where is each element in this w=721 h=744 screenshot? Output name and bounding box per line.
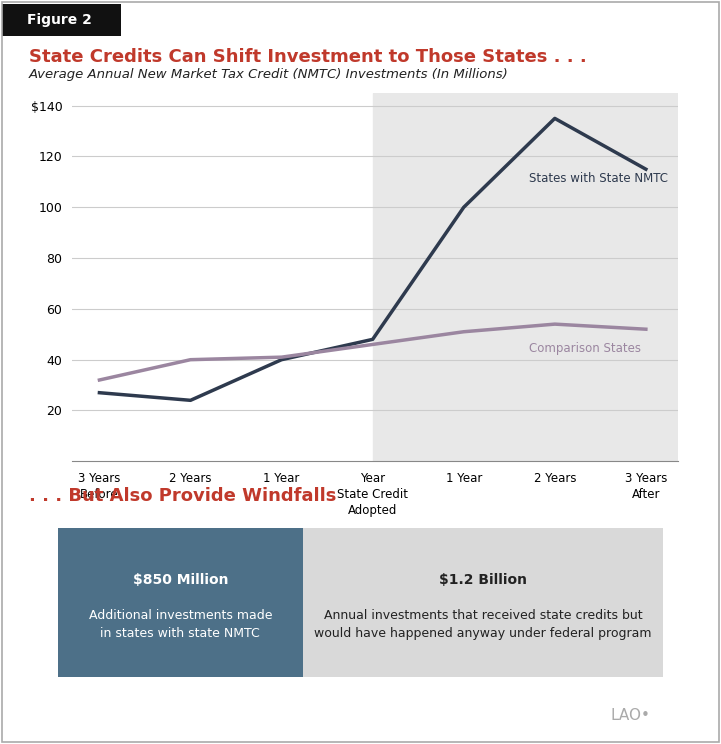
Text: $1.2 Billion: $1.2 Billion	[439, 574, 527, 587]
Text: $850 Million: $850 Million	[133, 574, 228, 587]
Text: LAO•: LAO•	[611, 708, 651, 723]
Bar	[373, 93, 678, 461]
Text: . . . But Also Provide Windfalls: . . . But Also Provide Windfalls	[29, 487, 336, 505]
Text: Figure 2: Figure 2	[27, 13, 92, 27]
Text: Additional investments made
in states with state NMTC: Additional investments made in states wi…	[89, 609, 272, 641]
Text: Annual investments that received state credits but
would have happened anyway un: Annual investments that received state c…	[314, 609, 652, 641]
Text: Comparison States: Comparison States	[529, 342, 641, 355]
Text: State Credits Can Shift Investment to Those States . . .: State Credits Can Shift Investment to Th…	[29, 48, 587, 66]
Text: States with State NMTC: States with State NMTC	[529, 172, 668, 185]
Text: Average Annual New Market Tax Credit (NMTC) Investments (In Millions): Average Annual New Market Tax Credit (NM…	[29, 68, 508, 81]
